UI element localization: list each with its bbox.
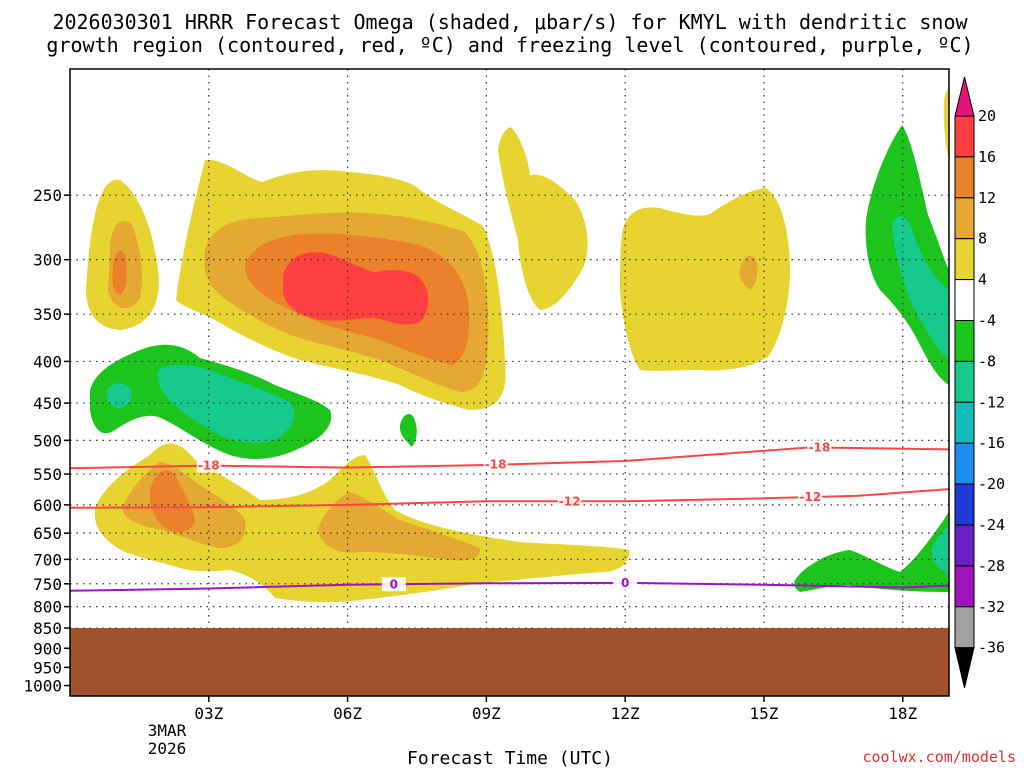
omega-region-m4 — [794, 512, 949, 592]
date-label-line2: 2026 — [148, 739, 187, 758]
chart-title-line2: growth region (contoured, red, ºC) and f… — [46, 33, 973, 57]
y-tick-label: 600 — [33, 496, 62, 515]
contour-label-bg — [807, 440, 832, 455]
omega-region-4 — [943, 88, 949, 160]
contour-label-bg — [196, 458, 221, 473]
contour-line — [70, 446, 949, 470]
contour-label-bg — [613, 575, 638, 590]
colorbar-label: -12 — [978, 393, 1005, 411]
colorbar-swatch — [954, 197, 975, 240]
omega-region-16 — [283, 252, 429, 325]
contour-line — [70, 488, 949, 509]
y-tick-label: 250 — [33, 186, 62, 205]
y-tick-label: 300 — [33, 251, 62, 270]
x-tick-label: 03Z — [194, 704, 223, 723]
colorbar-label: -32 — [978, 598, 1005, 616]
plot-frame — [69, 68, 950, 697]
y-tick-label: 400 — [33, 352, 62, 371]
colorbar-swatch — [954, 156, 975, 199]
contour-label: -18 — [485, 458, 507, 472]
contour-label: 0 — [621, 576, 629, 590]
colorbar-label: -36 — [978, 639, 1005, 657]
x-tick-label: 15Z — [749, 704, 778, 723]
colorbar-label: 4 — [978, 271, 987, 289]
temperature-contours: -18 -18 -18 -12 -12 0 0 — [70, 440, 949, 592]
contour-label: -18 — [198, 459, 220, 473]
colorbar-swatch — [954, 238, 975, 281]
omega-region-m8 — [157, 364, 295, 443]
grid-lines — [70, 69, 949, 696]
y-tick-label: 750 — [33, 575, 62, 594]
omega-region-m8 — [106, 383, 132, 409]
x-axis: 03Z 06Z 09Z 12Z 15Z 18Z — [194, 696, 918, 723]
colorbar-label: -28 — [978, 557, 1005, 575]
x-axis-title: Forecast Time (UTC) — [407, 748, 613, 768]
contour-label: -12 — [559, 494, 581, 508]
colorbar-swatch — [954, 115, 975, 158]
y-tick-label: 900 — [33, 639, 62, 658]
contour-label-bg — [483, 457, 508, 472]
colorbar-swatch — [954, 606, 975, 649]
omega-region-m8 — [892, 216, 949, 360]
x-tick-label: 18Z — [888, 704, 917, 723]
colorbar-label: -24 — [978, 516, 1005, 534]
y-tick-label: 850 — [33, 619, 62, 638]
omega-region-8 — [739, 255, 758, 290]
colorbar-arrow-top — [954, 76, 975, 117]
omega-region-m8 — [931, 525, 949, 575]
omega-region-m4 — [399, 414, 417, 447]
colorbar-swatch — [954, 524, 975, 567]
colorbar-label: -4 — [978, 312, 996, 330]
colorbar-label: 16 — [978, 148, 996, 166]
contour-label-bg — [381, 577, 406, 592]
y-tick-label: 1000 — [23, 677, 62, 696]
omega-region-12 — [149, 470, 195, 533]
contour-label: -18 — [809, 440, 831, 454]
y-tick-label: 800 — [33, 598, 62, 617]
colorbar-swatch — [954, 401, 975, 444]
credit-text: coolwx.com/models — [862, 748, 1016, 766]
colorbar-arrow-bottom — [954, 647, 975, 688]
omega-shading — [86, 88, 949, 603]
y-tick-label: 500 — [33, 431, 62, 450]
colorbar-swatch — [954, 483, 975, 526]
chart-title-line1: 2026030301 HRRR Forecast Omega (shaded, … — [52, 10, 968, 34]
colorbar-swatch — [954, 279, 975, 322]
contour-label-bg — [798, 490, 823, 505]
x-tick-label: 12Z — [611, 704, 640, 723]
y-tick-label: 450 — [33, 394, 62, 413]
colorbar-label: 8 — [978, 230, 987, 248]
contour-label-bg — [557, 494, 582, 509]
contour-line — [70, 581, 949, 592]
omega-region-4 — [498, 127, 588, 310]
y-tick-label: 950 — [33, 658, 62, 677]
y-tick-label: 350 — [33, 305, 62, 324]
colorbar-label: 12 — [978, 189, 996, 207]
colorbar-label: -8 — [978, 352, 996, 370]
plot-area: -18 -18 -18 -12 -12 0 0 — [70, 69, 949, 696]
x-tick-label: 06Z — [333, 704, 362, 723]
omega-region-12 — [112, 250, 127, 295]
y-axis: 2503003504004505005506006507007508008509… — [23, 186, 70, 696]
omega-region-4 — [620, 188, 790, 371]
colorbar-label: 20 — [978, 107, 996, 125]
colorbar-swatch — [954, 565, 975, 608]
colorbar-swatch — [954, 320, 975, 362]
colorbar-swatch — [954, 360, 975, 403]
omega-region-8 — [318, 492, 481, 561]
contour-label: 0 — [390, 577, 398, 591]
y-tick-label: 650 — [33, 524, 62, 543]
x-tick-label: 09Z — [472, 704, 501, 723]
y-tick-label: 700 — [33, 550, 62, 569]
colorbar-swatch — [954, 442, 975, 485]
terrain-ground — [70, 628, 949, 696]
contour-label: -12 — [799, 490, 821, 504]
colorbar-label: -20 — [978, 475, 1005, 493]
colorbar: 20 16 12 8 4 -4 -8 -12 -16 -20 -24 -28 -32 -36 — [954, 76, 1005, 688]
y-tick-label: 550 — [33, 465, 62, 484]
colorbar-label: -16 — [978, 434, 1005, 452]
date-label-line1: 3MAR — [148, 721, 187, 740]
